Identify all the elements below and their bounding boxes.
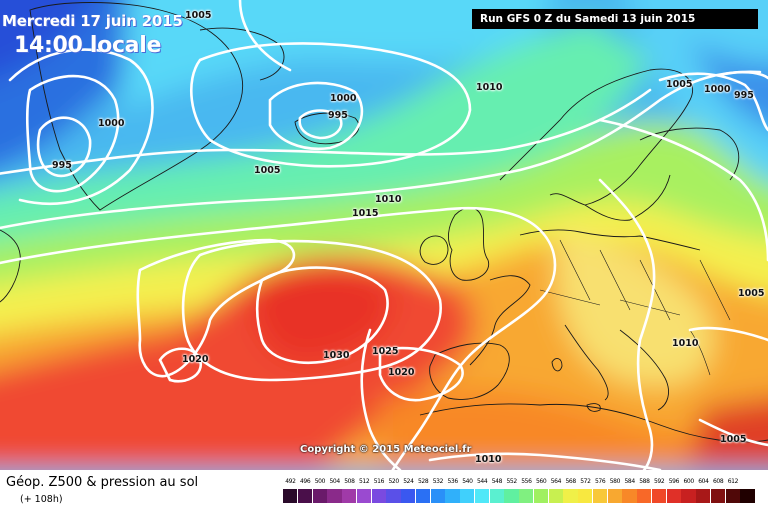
pressure-label: 1025	[372, 346, 399, 357]
scale-tick-label: 520	[388, 478, 399, 485]
scale-swatch	[725, 489, 740, 503]
scale-tick-label: 536	[447, 478, 458, 485]
color-scale: 492 496 500 504 508 512 516 520 524 528 532 536 540 5…	[283, 478, 755, 508]
scale-swatch	[415, 489, 430, 503]
scale-swatch	[489, 489, 504, 503]
scale-swatch	[637, 489, 652, 503]
pressure-label: 1005	[254, 165, 281, 176]
scale-tick-label: 612	[727, 478, 739, 485]
scale-tick-label: 508	[344, 478, 355, 485]
legend-title: Géop. Z500 & pression au sol	[6, 475, 199, 490]
pressure-label: 1020	[388, 367, 415, 378]
scale-tick-label: 504	[329, 478, 340, 485]
scale-swatch	[312, 489, 327, 503]
scale-swatch	[519, 489, 534, 503]
scale-tick-label: 516	[373, 478, 385, 485]
scale-tick-label: 560	[535, 478, 547, 485]
scale-tick-label: 492	[285, 478, 296, 485]
scale-swatch	[622, 489, 637, 503]
scale-tick-label: 556	[521, 478, 532, 485]
scale-tick-label: 512	[358, 478, 370, 485]
scale-swatch	[327, 489, 342, 503]
copyright-text: Copyright © 2015 Meteociel.fr	[300, 444, 472, 455]
scale-swatch	[592, 489, 607, 503]
pressure-label: 1015	[352, 208, 379, 219]
scale-swatch	[445, 489, 460, 503]
scale-swatch	[504, 489, 519, 503]
scale-tick-label: 496	[299, 478, 311, 485]
isobars	[0, 0, 768, 470]
pressure-label: 1010	[375, 194, 402, 205]
scale-tick-label: 608	[712, 478, 724, 485]
pressure-label: 1005	[738, 288, 765, 299]
pressure-label: 1000	[704, 84, 731, 95]
forecast-date-title: Mercredi 17 juin 2015	[2, 12, 183, 30]
scale-tick-label: 532	[432, 478, 444, 485]
scale-swatch	[386, 489, 401, 503]
scale-tick-label: 572	[580, 478, 591, 485]
pressure-label: 995	[734, 90, 754, 101]
scale-tick-label: 524	[403, 478, 414, 485]
scale-tick-label: 584	[624, 478, 635, 485]
pressure-label: 1020	[182, 354, 209, 365]
scale-swatch	[297, 489, 312, 503]
run-banner: Run GFS 0 Z du Samedi 13 juin 2015	[472, 9, 758, 29]
pressure-label: 1005	[666, 79, 693, 90]
scale-tick-label: 600	[683, 478, 694, 485]
scale-swatch	[666, 489, 681, 503]
scale-tick-label: 548	[491, 478, 503, 485]
scale-swatch	[401, 489, 416, 503]
scale-swatch	[740, 489, 755, 503]
pressure-label: 1010	[476, 82, 503, 93]
scale-swatch	[342, 489, 357, 503]
pressure-label: 1030	[323, 350, 350, 361]
scale-swatch	[474, 489, 489, 503]
map-canvas	[0, 0, 768, 470]
geopotential-field	[0, 0, 768, 470]
legend-subtitle: (+ 108h)	[20, 494, 63, 505]
scale-swatch	[651, 489, 666, 503]
pressure-label: 1010	[475, 454, 502, 465]
pressure-label: 1000	[98, 118, 125, 129]
forecast-time-title: 14:00 locale	[14, 33, 162, 58]
scale-swatch	[533, 489, 548, 503]
pressure-label: 1010	[672, 338, 699, 349]
scale-swatch	[681, 489, 696, 503]
pressure-label: 1005	[185, 10, 212, 21]
scale-tick-label: 596	[668, 478, 680, 485]
scale-tick-label: 604	[698, 478, 709, 485]
scale-swatch	[578, 489, 593, 503]
scale-tick-label: 568	[565, 478, 576, 485]
scale-swatch	[371, 489, 386, 503]
scale-swatch	[548, 489, 563, 503]
pressure-label: 1005	[720, 434, 747, 445]
scale-tick-label: 564	[550, 478, 562, 485]
scale-tick-label: 576	[594, 478, 606, 485]
scale-swatch	[460, 489, 475, 503]
scale-tick-label: 528	[417, 478, 429, 485]
scale-tick-label: 500	[314, 478, 326, 485]
coastlines	[0, 2, 768, 443]
scale-tick-label: 580	[609, 478, 621, 485]
scale-swatch	[696, 489, 711, 503]
scale-swatch	[356, 489, 371, 503]
forecast-map	[0, 0, 768, 470]
scale-tick-label: 588	[639, 478, 650, 485]
scale-tick-label: 540	[462, 478, 473, 485]
pressure-label: 1000	[330, 93, 357, 104]
scale-tick-label: 544	[476, 478, 488, 485]
scale-swatch	[283, 489, 298, 503]
scale-tick-label: 592	[653, 478, 665, 485]
pressure-label: 995	[328, 110, 348, 121]
scale-swatch	[607, 489, 622, 503]
scale-swatch	[563, 489, 578, 503]
pressure-label: 995	[52, 160, 72, 171]
scale-swatch	[710, 489, 725, 503]
scale-tick-label: 552	[506, 478, 517, 485]
scale-swatch	[430, 489, 445, 503]
